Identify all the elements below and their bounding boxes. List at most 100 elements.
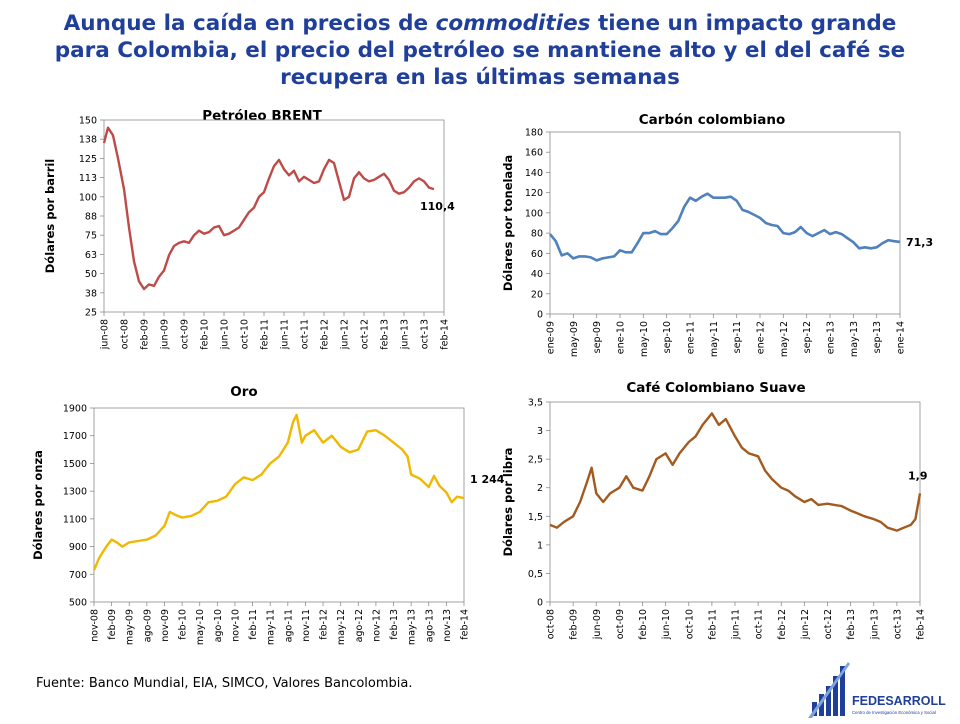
carbon-xtick-label: sep-10 [662,321,673,353]
oro-xtick-label: may-11 [266,609,277,645]
carbon-ytick-label: 40 [531,269,543,280]
cafe-ylabel: Dólares por libra [501,448,515,557]
oro-series-line [92,413,465,571]
cafe-xtick-label: oct-12 [823,609,834,639]
carbon-xtick-label: ene-10 [616,321,627,354]
oro-xtick-label: ago-11 [283,609,294,642]
oro-xtick-label: nov-10 [230,609,241,642]
oro-xtick-label: ago-09 [142,609,153,642]
oro-ylabel: Dólares por onza [31,450,45,560]
cafe-plot-area [549,401,921,603]
carbon-series-line [548,192,901,262]
title-part2: tiene un impacto grande para Colombia, e… [54,11,906,90]
brent-xtick-label: feb-09 [140,319,151,350]
cafe-chart-title: Café Colombiano Suave [626,380,805,396]
chart-cafe: Café Colombiano Suave 0 0,5 1 1,5 2 2,5 3 3,5 Dól… [500,380,936,662]
oro-xtick-label: ago-12 [354,609,365,642]
oro-xtick-label: nov-09 [160,609,171,642]
brent-ytick-label: 100 [79,192,97,203]
oro-xtick-label: feb-12 [319,609,330,640]
brent-ytick-label: 125 [79,154,97,165]
cafe-xtick-label: oct-11 [754,609,765,639]
brent-xtick-label: jun-13 [400,319,411,350]
oro-chart-title: Oro [230,384,257,400]
oro-ytick-label: 1500 [63,459,87,470]
brent-xtick-label: oct-13 [420,319,431,349]
carbon-plot-area [549,131,901,315]
logo-text: FEDESARROLLO [852,694,946,708]
oro-xtick-label: feb-13 [389,609,400,640]
cafe-ytick-label: 2 [537,483,543,494]
brent-ytick-label: 38 [85,288,97,299]
brent-ytick-label: 50 [85,269,97,280]
logo-bars-icon [808,662,850,718]
oro-xtick-label: ago-13 [424,609,435,642]
carbon-ylabel: Dólares por tonelada [501,155,515,291]
oro-svg: Oro 500 700 900 1100 1300 1500 1700 1900 Dólares … [31,384,505,645]
oro-xtick-label: feb-10 [178,609,189,640]
brent-ytick-label: 138 [79,135,97,146]
carbon-svg: Carbón colombiano 0 20 40 60 80 100 120 140 160 18… [501,112,933,357]
oro-xtick-label: nov-12 [371,609,382,642]
oro-xtick-label: may-13 [407,609,418,645]
brent-svg: Petróleo BRENT 25 38 50 63 75 88 100 113 125 138 15… [43,108,455,350]
brent-ylabel: Dólares por barril [43,159,57,274]
cafe-xtick-label: jun-13 [869,609,880,640]
oro-xtick-label: nov-13 [442,609,453,642]
cafe-series-line [549,412,922,532]
brent-last-value-label: 110,4 [420,200,455,213]
cafe-ytick-label: 3 [537,426,543,437]
carbon-ytick-label: 120 [525,188,543,199]
oro-ytick-label: 1700 [63,431,87,442]
carbon-ytick-label: 20 [531,289,543,300]
cafe-xtick-label: oct-09 [615,609,626,639]
cafe-xtick-label: jun-12 [800,609,811,640]
carbon-ytick-label: 100 [525,208,543,219]
carbon-ytick-label: 160 [525,148,543,159]
oro-xtick-label: ago-10 [213,609,224,642]
brent-xtick-label: feb-10 [200,319,211,350]
cafe-ytick-label: 0,5 [528,569,543,580]
oro-xtick-label: may-09 [125,609,136,645]
carbon-xtick-label: ene-09 [546,321,557,354]
carbon-xtick-label: ene-13 [826,321,837,354]
cafe-xtick-label: oct-10 [684,609,695,639]
brent-xtick-label: oct-11 [300,319,311,349]
title-italic: commodities [435,11,591,36]
brent-ytick-label: 88 [85,212,97,223]
brent-xtick-label: jun-10 [220,319,231,350]
cafe-xtick-label: oct-08 [546,609,557,639]
cafe-xtick-label: feb-14 [916,609,927,640]
cafe-xtick-label: feb-12 [777,609,788,640]
chart-carbon: Carbón colombiano 0 20 40 60 80 100 120 140 160 18… [500,108,936,376]
brent-xtick-label: feb-12 [320,319,331,350]
brent-ytick-label: 25 [85,308,97,319]
carbon-ytick-label: 180 [525,128,543,139]
cafe-xtick-label: feb-13 [846,609,857,640]
title-part1: Aunque la caída en precios de [63,11,436,36]
cafe-xtick-label: feb-11 [707,609,718,640]
carbon-xtick-label: sep-11 [732,321,743,353]
brent-series-line [102,126,435,291]
carbon-last-value-label: 71,3 [906,236,933,249]
oro-ytick-label: 500 [69,598,87,609]
oro-ytick-label: 1300 [63,487,87,498]
brent-xtick-label: oct-10 [240,319,251,349]
carbon-ytick-label: 80 [531,229,543,240]
oro-xtick-label: nov-08 [90,609,101,642]
chart-oro: Oro 500 700 900 1100 1300 1500 1700 1900 Dólares … [31,380,505,662]
cafe-svg: Café Colombiano Suave 0 0,5 1 1,5 2 2,5 3 3,5 Dól… [501,380,928,640]
oro-last-value-label: 1 244 [470,473,505,486]
brent-xtick-label: feb-11 [260,319,271,350]
carbon-ytick-label: 60 [531,249,543,260]
brent-xtick-label: jun-09 [160,319,171,350]
carbon-xtick-label: ene-14 [896,321,907,354]
brent-ytick-label: 63 [85,250,97,261]
carbon-chart-title: Carbón colombiano [639,112,785,128]
source-note: Fuente: Banco Mundial, EIA, SIMCO, Valor… [36,676,413,691]
oro-ytick-label: 700 [69,570,87,581]
fedesarrollo-logo: FEDESARROLLO Centro de Investigación Eco… [806,658,956,720]
cafe-xtick-label: feb-09 [569,609,580,640]
oro-xtick-label: feb-11 [248,609,259,640]
cafe-xtick-label: jun-10 [661,609,672,640]
